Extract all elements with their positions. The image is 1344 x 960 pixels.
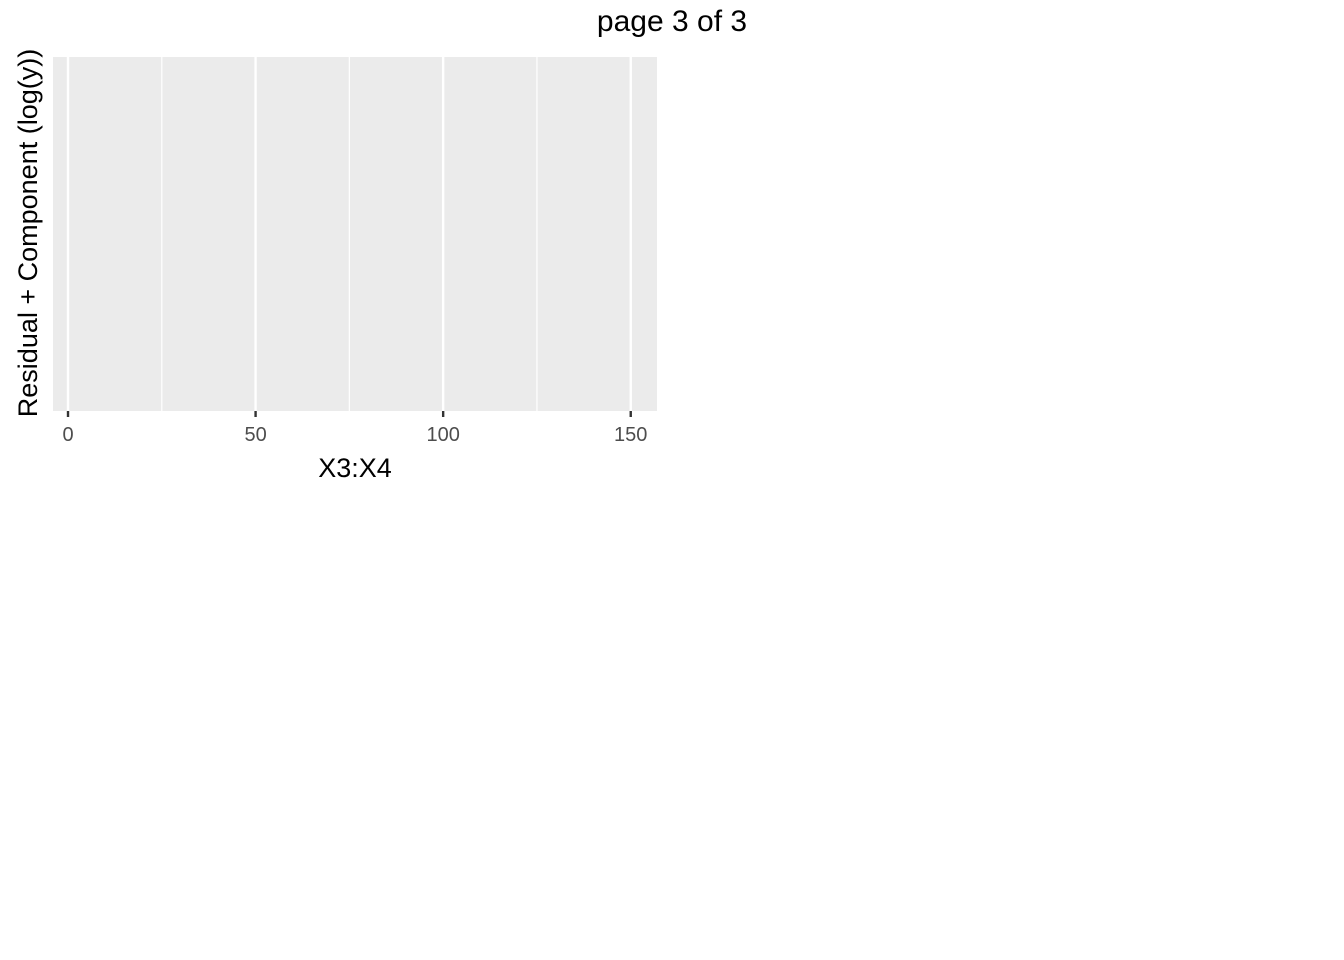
minor-grid-lines <box>161 57 538 411</box>
x-axis-tick-labels: 0 50 100 150 <box>62 424 647 446</box>
plot-panel <box>53 57 657 411</box>
x-tick-label: 100 <box>426 424 459 446</box>
y-axis-title: Residual + Component (log(y)) <box>13 49 43 417</box>
page-title: page 3 of 3 <box>596 5 748 38</box>
x-tick-label: 150 <box>614 424 647 446</box>
x-tick-label: 0 <box>62 424 73 446</box>
x-axis-ticks <box>66 411 632 417</box>
major-grid-lines <box>66 57 632 411</box>
x-axis-title: X3:X4 <box>318 453 392 483</box>
x-tick-label: 50 <box>244 424 266 446</box>
